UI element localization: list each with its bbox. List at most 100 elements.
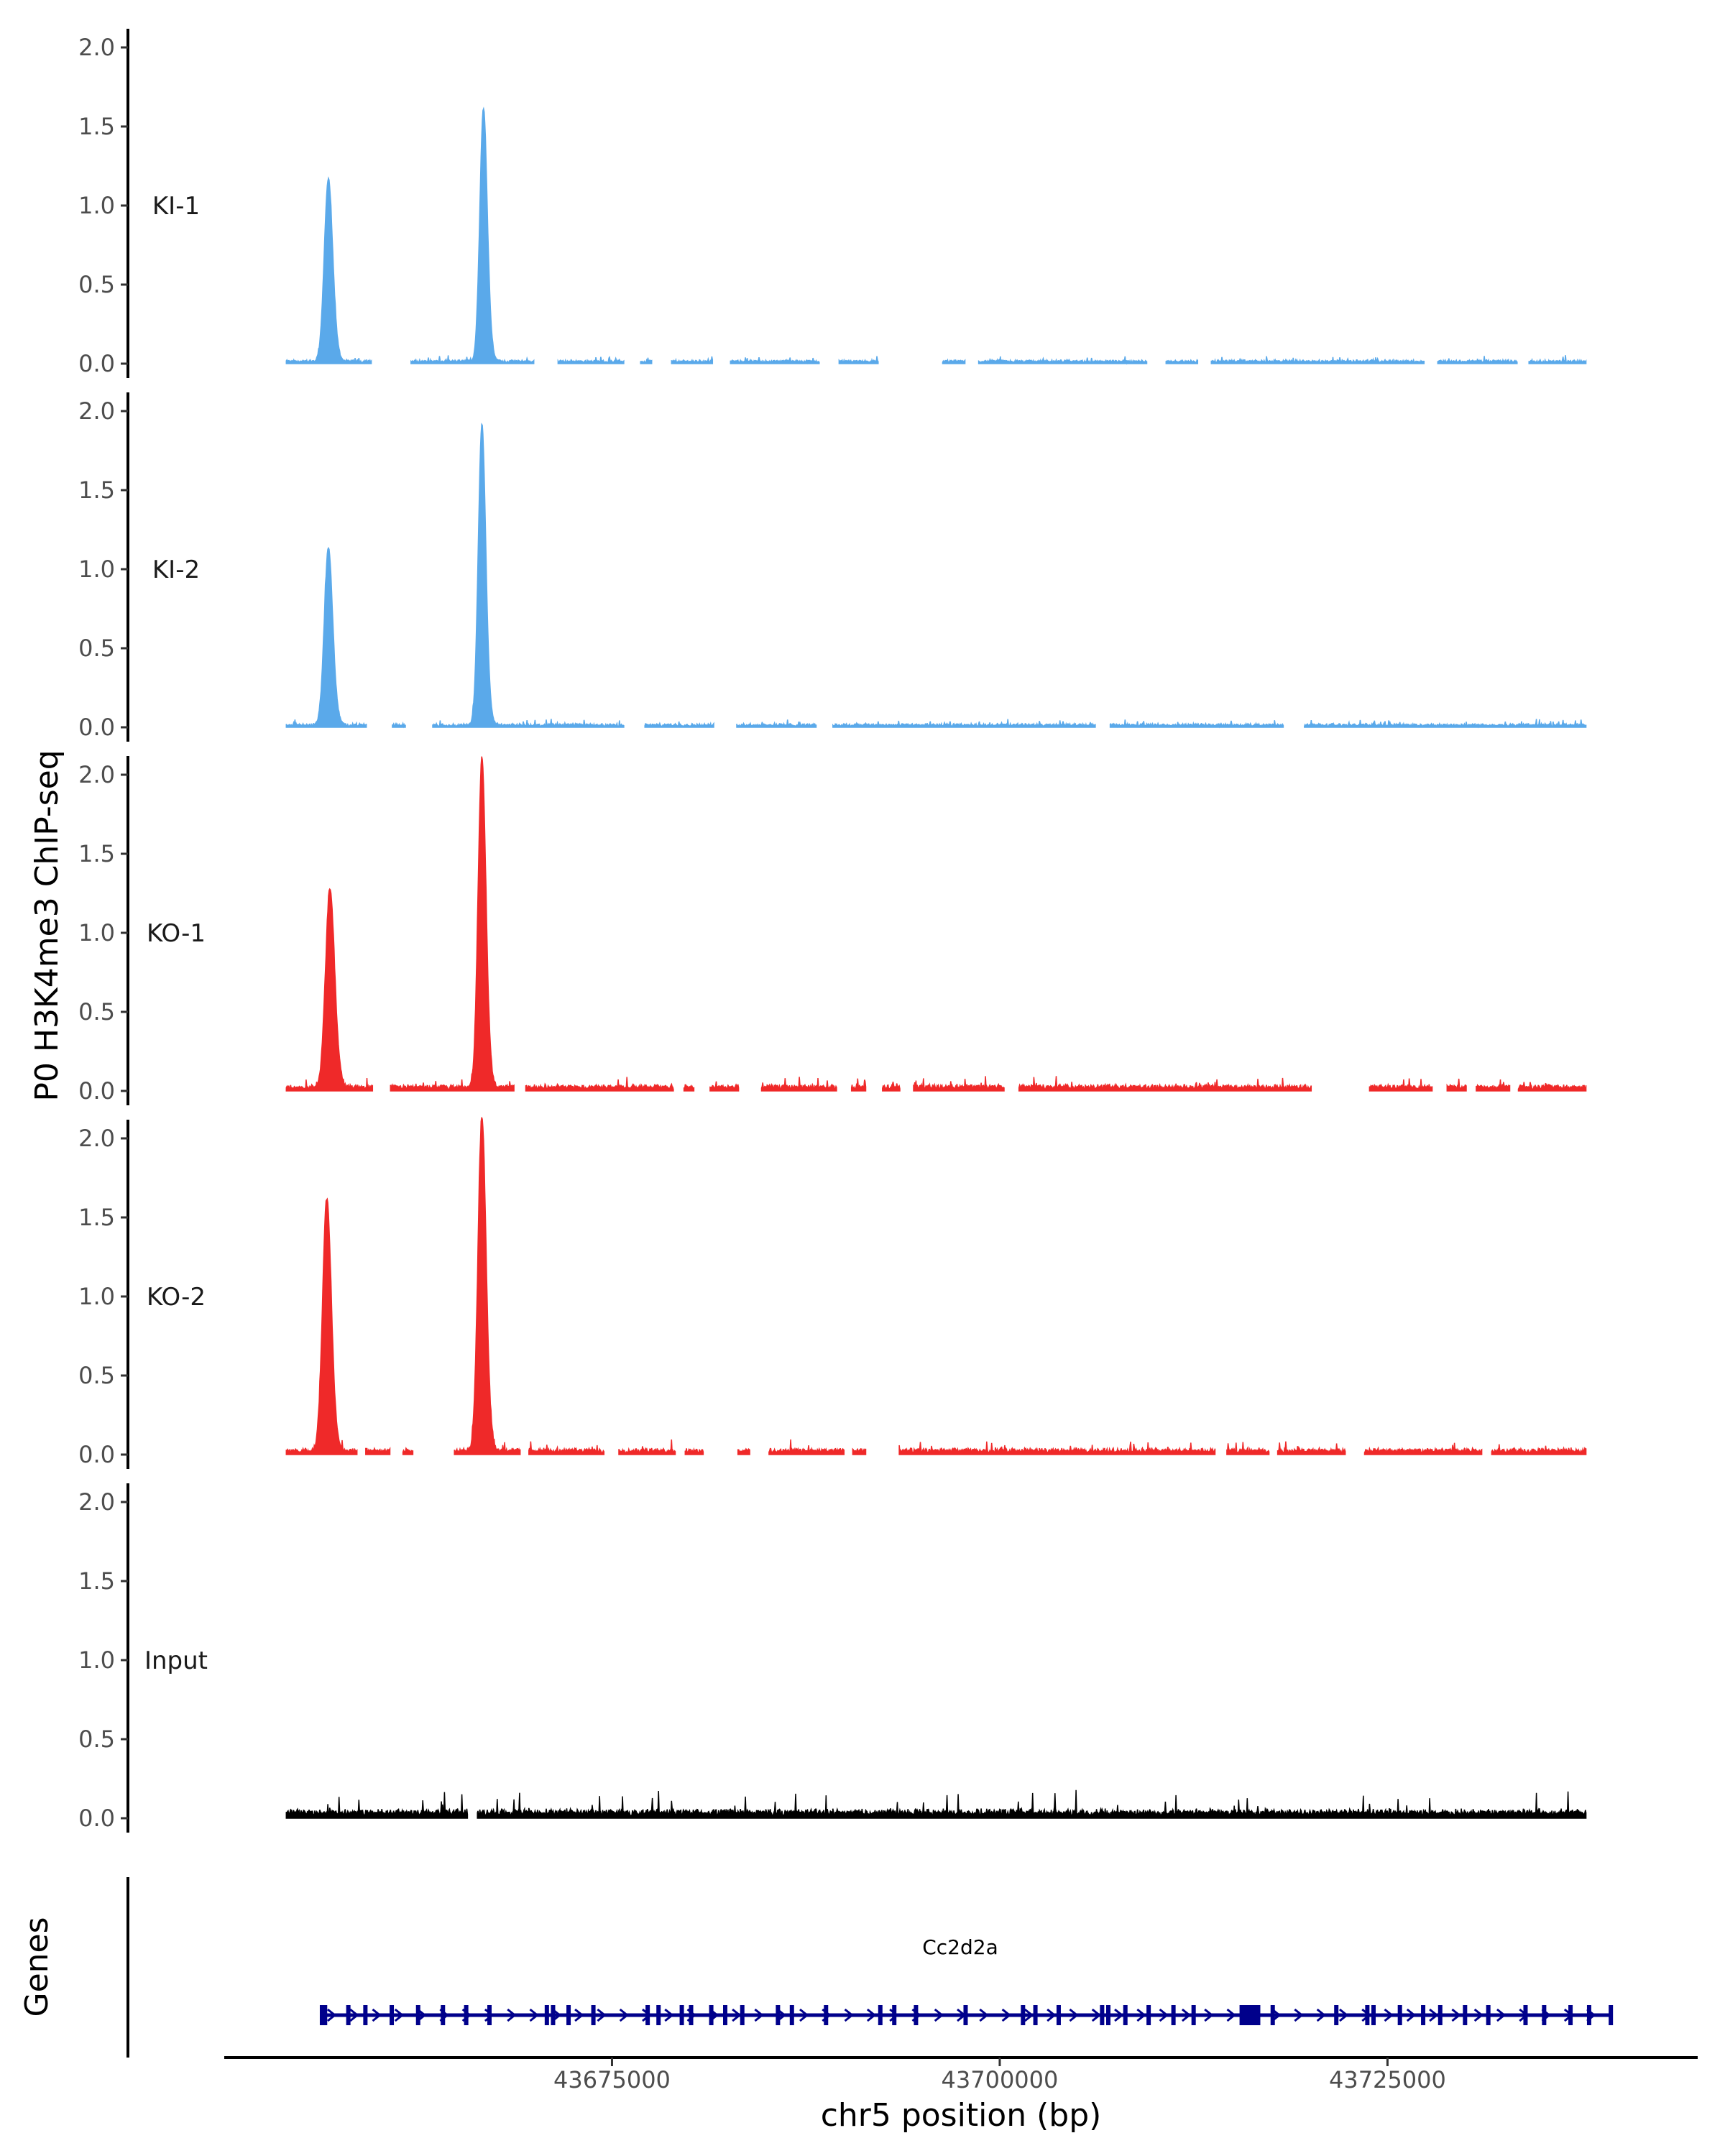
coverage-area	[850, 1078, 867, 1092]
coverage-area	[1276, 1441, 1346, 1455]
coverage-area	[1304, 719, 1587, 729]
track-label: KI-2	[152, 556, 200, 584]
strand-arrow	[1091, 2008, 1102, 2022]
y-tick-label: 0.0	[78, 714, 115, 741]
coverage-area	[760, 1077, 837, 1092]
y-tick-label: 2.0	[78, 34, 115, 61]
strand-arrow	[979, 2008, 989, 2022]
gene-exon	[789, 2005, 794, 2025]
strand-arrow	[597, 2008, 607, 2022]
strand-arrow	[1226, 2008, 1236, 2022]
gene-exon	[544, 2005, 549, 2025]
coverage-area	[1517, 1082, 1587, 1092]
strand-arrow	[1204, 2008, 1214, 2022]
strand-arrow	[1294, 2008, 1304, 2022]
gene-exon	[1334, 2005, 1339, 2025]
coverage-area	[736, 719, 817, 728]
gene-exon	[1609, 2005, 1614, 2025]
coverage-area	[1528, 355, 1587, 365]
coverage-area	[1210, 356, 1425, 365]
coverage-area	[684, 1447, 704, 1455]
strand-arrow	[529, 2008, 539, 2022]
gene-exon	[1021, 2005, 1026, 2025]
gene-exon	[1568, 2005, 1573, 2025]
coverage-tracks: 0.0 0.5 1.0 1.5 2.0 KI-1 0.0 0.5 1.0 1.5 2.0 KI-2 0.…	[78, 29, 1587, 1833]
coverage-area	[913, 1076, 1005, 1092]
y-tick-label: 1.5	[78, 840, 115, 867]
coverage-area	[557, 356, 625, 364]
x-tick-label: 43725000	[1329, 2066, 1446, 2093]
gene-model	[319, 2005, 1614, 2025]
coverage-area	[432, 423, 625, 728]
track-label: KI-1	[152, 192, 200, 221]
coverage-area	[832, 719, 1096, 728]
coverage-area	[285, 546, 367, 728]
y-tick-label: 0.0	[78, 350, 115, 377]
gene-name-label: Cc2d2a	[922, 1935, 998, 1959]
gene-exon	[1523, 2005, 1528, 2025]
coverage-area	[671, 356, 714, 365]
y-tick-label: 1.5	[78, 113, 115, 140]
coverage-area	[942, 358, 966, 364]
gene-exon	[1056, 2005, 1061, 2025]
y-tick-label: 1.0	[78, 556, 115, 583]
gene-exon	[487, 2005, 492, 2025]
y-tick-label: 1.0	[78, 1646, 115, 1674]
strand-arrow	[934, 2008, 944, 2022]
gene-exon	[656, 2005, 661, 2025]
gene-exon	[1033, 2005, 1038, 2025]
coverage-area	[402, 1447, 414, 1455]
y-tick-label: 0.5	[78, 998, 115, 1026]
coverage-area	[365, 1447, 391, 1455]
gene-exon	[689, 2005, 694, 2025]
strand-arrow	[1114, 2008, 1124, 2022]
gene-exon	[390, 2005, 395, 2025]
y-tick-label: 0.0	[78, 1441, 115, 1468]
track-ki-1: 0.0 0.5 1.0 1.5 2.0 KI-1	[78, 29, 1587, 378]
gene-exon	[566, 2005, 571, 2025]
coverage-area	[410, 106, 535, 365]
gene-exon-block	[1241, 2005, 1261, 2025]
strand-arrow	[1496, 2008, 1506, 2022]
coverage-area	[392, 721, 406, 729]
gene-exon	[740, 2005, 745, 2025]
gene-exon	[645, 2005, 650, 2025]
strand-arrow	[1069, 2008, 1079, 2022]
strand-arrow	[866, 2008, 877, 2022]
track-label: KO-2	[147, 1283, 206, 1312]
coverage-area	[618, 1439, 676, 1455]
gene-exon	[591, 2005, 596, 2025]
coverage-area	[737, 1447, 750, 1455]
x-axis: 43675000 43700000 43725000 chr5 position (…	[224, 2056, 1698, 2134]
strand-arrow	[619, 2008, 630, 2022]
gene-exon	[319, 2005, 324, 2025]
strand-arrow	[664, 2008, 674, 2022]
y-tick-label: 2.0	[78, 761, 115, 788]
coverage-area	[1109, 719, 1284, 729]
strand-arrow	[349, 2008, 359, 2022]
gene-exon	[878, 2005, 883, 2025]
strand-arrow	[1024, 2008, 1034, 2022]
gene-exon	[963, 2005, 968, 2025]
coverage-area	[768, 1439, 845, 1455]
gene-exon	[323, 2005, 328, 2025]
gene-exon	[363, 2005, 368, 2025]
coverage-area	[1368, 1078, 1433, 1092]
gene-exon	[709, 2005, 714, 2025]
track-ko-2: 0.0 0.5 1.0 1.5 2.0 KO-2	[78, 1117, 1587, 1469]
strand-arrow	[394, 2008, 405, 2022]
coverage-area	[1165, 359, 1199, 364]
y-tick-label: 0.5	[78, 1726, 115, 1753]
gene-exon	[1270, 2005, 1275, 2025]
track-ko-1: 0.0 0.5 1.0 1.5 2.0 KO-1	[78, 756, 1587, 1105]
strand-arrow	[1316, 2008, 1327, 2022]
coverage-area	[683, 1084, 695, 1092]
y-tick-label: 1.0	[78, 192, 115, 219]
coverage-area	[838, 356, 879, 364]
strand-arrow	[1181, 2008, 1192, 2022]
coverage-area	[1363, 1442, 1483, 1455]
x-tick-label: 43700000	[942, 2066, 1059, 2093]
x-tick-label: 43675000	[553, 2066, 671, 2093]
coverage-area	[1446, 1078, 1467, 1092]
